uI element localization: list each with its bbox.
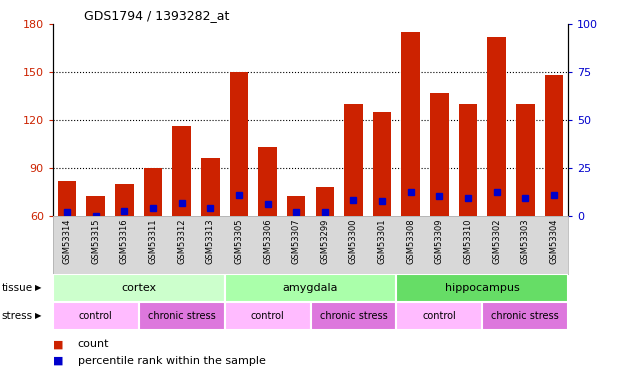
Bar (373, 112, 391, 216)
Text: GSM53300: GSM53300 (349, 219, 358, 264)
Text: GSM53307: GSM53307 (292, 219, 301, 264)
Text: chronic stress: chronic stress (320, 311, 388, 321)
Text: GSM53316: GSM53316 (120, 219, 129, 264)
Text: chronic stress: chronic stress (491, 311, 559, 321)
Text: GSM53303: GSM53303 (521, 219, 530, 264)
Text: GSM53302: GSM53302 (492, 219, 501, 264)
Bar (401, 32, 420, 216)
Text: GSM53299: GSM53299 (320, 219, 329, 264)
Text: ■: ■ (53, 356, 63, 366)
Bar (173, 126, 191, 216)
Text: GSM53304: GSM53304 (550, 219, 558, 264)
Text: GSM53301: GSM53301 (378, 219, 387, 264)
Bar (53, 274, 225, 302)
Text: stress: stress (2, 311, 33, 321)
Bar (86, 196, 105, 216)
Text: GSM53309: GSM53309 (435, 219, 444, 264)
Text: control: control (79, 311, 112, 321)
Bar (487, 37, 506, 216)
Bar (483, 302, 568, 330)
Bar (225, 302, 310, 330)
Bar (225, 274, 396, 302)
Text: GSM53314: GSM53314 (63, 219, 71, 264)
Text: GSM53311: GSM53311 (148, 219, 158, 264)
Text: tissue: tissue (2, 283, 33, 293)
Text: GSM53306: GSM53306 (263, 219, 272, 264)
Text: amygdala: amygdala (283, 283, 338, 293)
Text: GSM53308: GSM53308 (406, 219, 415, 264)
Bar (53, 302, 138, 330)
Text: GSM53305: GSM53305 (234, 219, 243, 264)
Text: GDS1794 / 1393282_at: GDS1794 / 1393282_at (84, 9, 229, 22)
Bar (459, 104, 478, 216)
Bar (230, 72, 248, 216)
Bar (287, 196, 306, 216)
Bar (115, 184, 134, 216)
Bar (545, 75, 563, 216)
Text: ▶: ▶ (35, 311, 41, 320)
Text: GSM53313: GSM53313 (206, 219, 215, 264)
Bar (310, 302, 396, 330)
Text: ▶: ▶ (35, 284, 41, 292)
Text: ■: ■ (53, 339, 63, 350)
Bar (430, 93, 448, 216)
Bar (201, 158, 220, 216)
Bar (258, 147, 277, 216)
Text: control: control (251, 311, 284, 321)
Text: chronic stress: chronic stress (148, 311, 215, 321)
Bar (516, 104, 535, 216)
Bar (138, 302, 225, 330)
Text: GSM53315: GSM53315 (91, 219, 100, 264)
Bar (344, 104, 363, 216)
Text: GSM53310: GSM53310 (463, 219, 473, 264)
Text: count: count (78, 339, 109, 350)
Bar (315, 187, 334, 216)
Bar (396, 274, 568, 302)
Text: cortex: cortex (121, 283, 156, 293)
Bar (396, 302, 483, 330)
Text: control: control (422, 311, 456, 321)
Text: GSM53312: GSM53312 (177, 219, 186, 264)
Text: percentile rank within the sample: percentile rank within the sample (78, 356, 266, 366)
Text: hippocampus: hippocampus (445, 283, 520, 293)
Bar (58, 180, 76, 216)
Bar (143, 168, 162, 216)
